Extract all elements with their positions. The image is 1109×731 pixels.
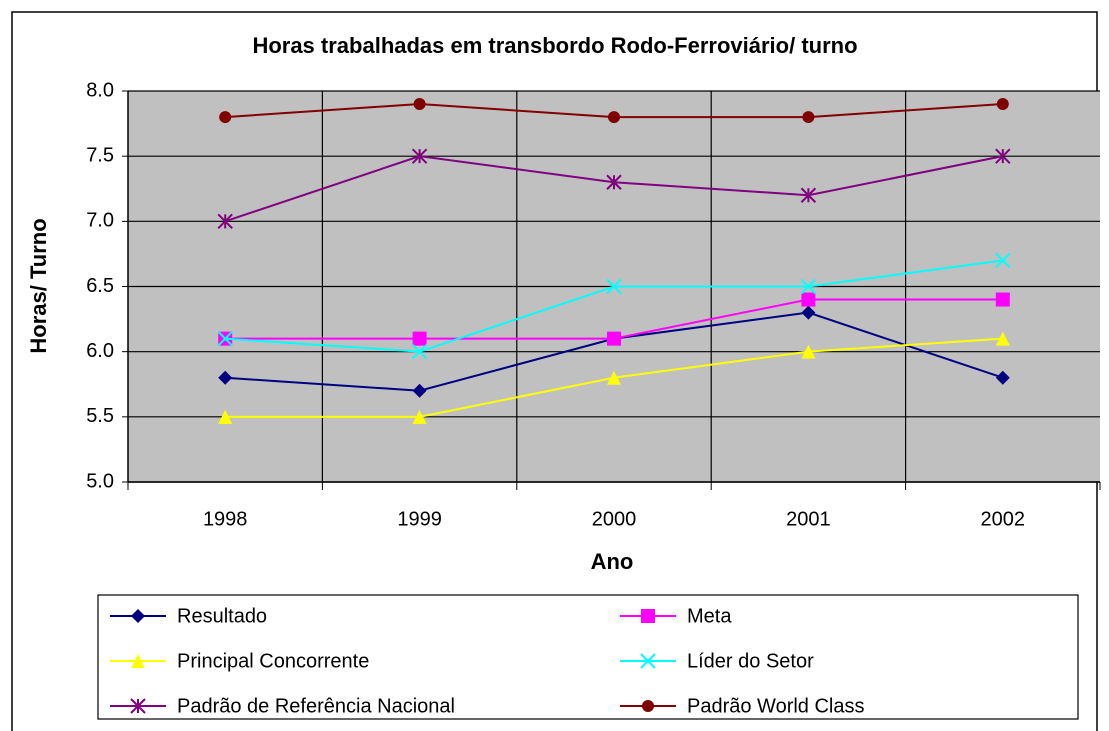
legend-label: Principal Concorrente xyxy=(177,650,369,672)
marker xyxy=(995,148,1011,164)
marker xyxy=(411,148,428,164)
marker xyxy=(800,187,817,203)
marker xyxy=(641,609,655,623)
x-tick-label: 2000 xyxy=(592,508,637,530)
marker xyxy=(995,370,1010,385)
marker xyxy=(218,409,233,424)
marker xyxy=(801,305,816,320)
marker xyxy=(802,111,815,124)
marker xyxy=(608,111,620,124)
marker xyxy=(995,331,1010,346)
x-tick-label: 1999 xyxy=(397,508,442,530)
x-tick-label: 2001 xyxy=(786,508,831,530)
marker xyxy=(995,292,1010,307)
x-axis-label: Ano xyxy=(591,549,634,574)
marker xyxy=(640,653,656,669)
marker xyxy=(642,700,654,712)
legend xyxy=(97,594,1079,720)
y-axis-label: Horas/ Turno xyxy=(26,218,51,353)
y-tick-label: 6.0 xyxy=(86,340,114,362)
marker xyxy=(219,111,232,124)
marker xyxy=(131,609,145,623)
marker xyxy=(412,409,427,424)
marker xyxy=(131,654,145,668)
marker xyxy=(217,213,233,230)
x-tick-label: 2002 xyxy=(981,508,1026,530)
marker xyxy=(413,98,426,111)
y-tick-label: 6.5 xyxy=(86,275,114,297)
chart-title: Horas trabalhadas em transbordo Rodo-Fer… xyxy=(252,33,857,58)
y-tick-label: 7.5 xyxy=(86,144,114,166)
marker xyxy=(412,383,427,398)
marker xyxy=(800,278,817,295)
marker xyxy=(411,343,428,360)
legend-label: Resultado xyxy=(177,605,267,627)
y-tick-label: 5.0 xyxy=(86,470,114,492)
marker xyxy=(606,278,622,295)
marker xyxy=(130,698,146,714)
marker xyxy=(995,252,1011,269)
marker xyxy=(217,330,233,347)
marker xyxy=(801,344,816,359)
marker xyxy=(606,174,622,190)
legend-label: Padrão de Referência Nacional xyxy=(177,695,455,717)
marker xyxy=(607,370,621,385)
y-tick-label: 8.0 xyxy=(86,79,114,101)
legend-label: Líder do Setor xyxy=(687,650,814,672)
marker xyxy=(607,331,621,346)
marker xyxy=(412,331,427,346)
marker xyxy=(996,98,1009,111)
y-tick-label: 5.5 xyxy=(86,405,114,427)
legend-label: Padrão World Class xyxy=(687,695,864,717)
x-tick-label: 1998 xyxy=(203,508,248,530)
marker xyxy=(801,292,816,307)
y-tick-label: 7.0 xyxy=(86,210,114,232)
marker xyxy=(218,370,233,385)
legend-label: Meta xyxy=(687,605,732,627)
